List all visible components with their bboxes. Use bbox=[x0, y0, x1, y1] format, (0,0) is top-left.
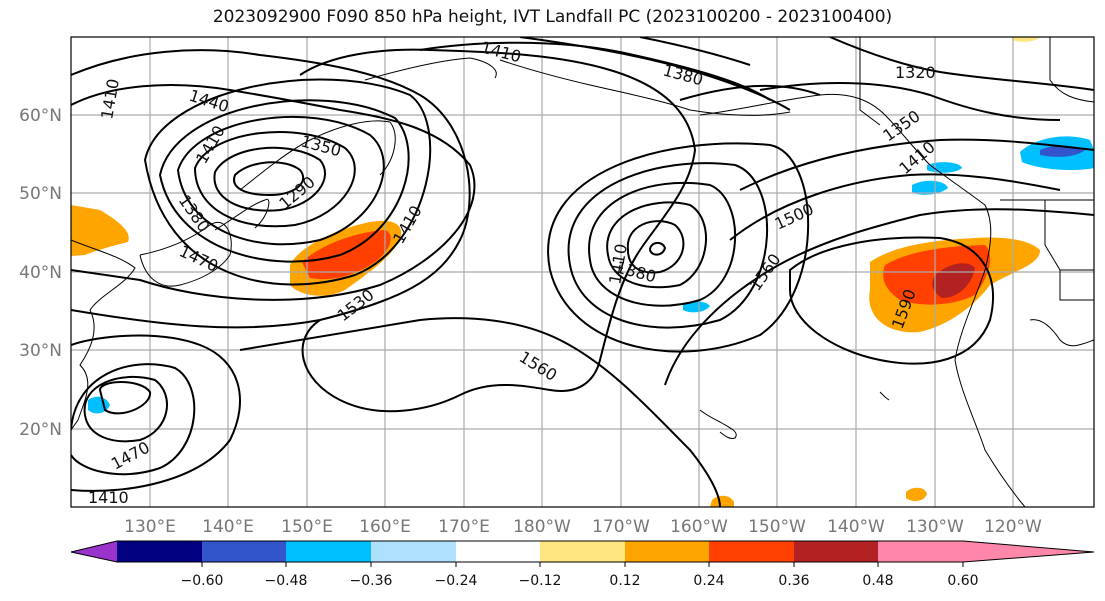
colorbar-tick-labels: −0.60 −0.48 −0.36 −0.24 −0.12 0.12 0.24 … bbox=[181, 573, 979, 589]
lon-label: 120°W bbox=[984, 517, 1042, 537]
colorbar-segment bbox=[540, 541, 625, 562]
colorbar-tick-label: 0.60 bbox=[947, 573, 978, 589]
lon-label: 160°W bbox=[670, 517, 728, 537]
colorbar-tick-label: −0.48 bbox=[265, 573, 308, 589]
lat-label: 40°N bbox=[19, 263, 62, 283]
colorbar-segment bbox=[371, 541, 456, 562]
map-title: 2023092900 F090 850 hPa height, IVT Land… bbox=[212, 7, 893, 27]
lat-label: 50°N bbox=[19, 184, 62, 204]
colorbar-segment bbox=[117, 541, 202, 562]
colorbar-segment bbox=[709, 541, 794, 562]
colorbar-segment bbox=[202, 541, 286, 562]
colorbar-segment bbox=[456, 541, 540, 562]
colorbar-tick-label: 0.12 bbox=[609, 573, 640, 589]
lat-label: 20°N bbox=[19, 420, 62, 440]
colorbar-ticks bbox=[201, 562, 964, 567]
lon-label: 150°E bbox=[281, 517, 333, 537]
colorbar-tick-label: −0.60 bbox=[181, 573, 224, 589]
positive-anomaly-westpac bbox=[290, 220, 402, 296]
positive-anomaly-eastpac bbox=[869, 237, 1040, 333]
colorbar-tick-label: −0.12 bbox=[519, 573, 562, 589]
contour-label: 1410 bbox=[88, 488, 129, 507]
colorbar-tick-label: −0.24 bbox=[435, 573, 478, 589]
colorbar-tick-label: −0.36 bbox=[350, 573, 393, 589]
lon-label: 150°W bbox=[748, 517, 806, 537]
colorbar-segment bbox=[794, 541, 878, 562]
positive-anomaly-asia-coast bbox=[71, 205, 129, 256]
map-panel: 1410 1440 1350 1410 1290 1380 1470 1410 … bbox=[71, 37, 1094, 507]
lon-label: 140°E bbox=[202, 517, 254, 537]
colorbar-segment bbox=[878, 541, 963, 562]
height-contours bbox=[71, 37, 1094, 507]
lat-label: 30°N bbox=[19, 341, 62, 361]
colorbar-tick-label: 0.24 bbox=[693, 573, 724, 589]
colorbar-extend-low bbox=[71, 541, 117, 562]
negative-anomaly-regions bbox=[88, 136, 1094, 414]
colorbar-extend-high bbox=[963, 541, 1094, 562]
lon-label: 140°W bbox=[827, 517, 885, 537]
longitude-labels: 130°E 140°E 150°E 160°E 170°E 180°W 170°… bbox=[124, 517, 1042, 537]
lon-label: 160°E bbox=[359, 517, 411, 537]
colorbar-outline bbox=[70, 540, 1095, 563]
latitude-labels: 60°N 50°N 40°N 30°N 20°N bbox=[19, 106, 62, 440]
colorbar-segment bbox=[625, 541, 709, 562]
lon-label: 130°E bbox=[124, 517, 176, 537]
lon-label: 130°W bbox=[906, 517, 964, 537]
colorbar-segment bbox=[286, 541, 371, 562]
positive-anomaly-small bbox=[710, 37, 1040, 507]
map-frame bbox=[70, 36, 1095, 508]
colorbar-tick-label: 0.36 bbox=[778, 573, 809, 589]
lon-label: 170°W bbox=[592, 517, 650, 537]
contour-label: 1320 bbox=[895, 63, 936, 82]
lat-label: 60°N bbox=[19, 106, 62, 126]
colorbar: −0.60 −0.48 −0.36 −0.24 −0.12 0.12 0.24 … bbox=[70, 540, 1095, 589]
lon-label: 180°W bbox=[513, 517, 571, 537]
lon-label: 170°E bbox=[438, 517, 490, 537]
colorbar-tick-label: 0.48 bbox=[862, 573, 893, 589]
